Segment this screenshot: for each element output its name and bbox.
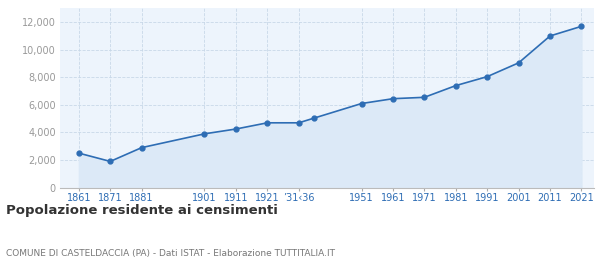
Text: Popolazione residente ai censimenti: Popolazione residente ai censimenti bbox=[6, 204, 278, 217]
Text: COMUNE DI CASTELDACCIA (PA) - Dati ISTAT - Elaborazione TUTTITALIA.IT: COMUNE DI CASTELDACCIA (PA) - Dati ISTAT… bbox=[6, 249, 335, 258]
